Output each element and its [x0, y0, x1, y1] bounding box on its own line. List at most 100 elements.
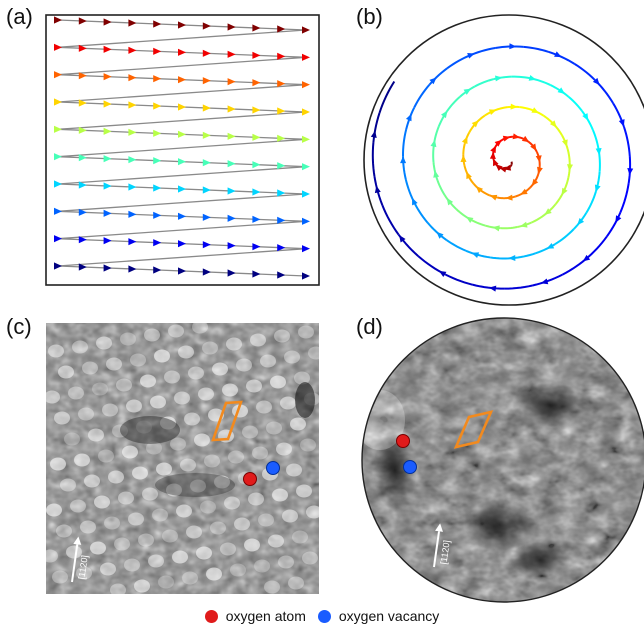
spiral-arrow	[540, 278, 549, 285]
atom-spot	[90, 541, 106, 555]
atom-spot	[82, 361, 98, 375]
atom-spot	[102, 403, 118, 417]
scan-arrow	[178, 76, 186, 84]
atom-spot	[180, 458, 196, 472]
scan-arrow	[78, 99, 87, 107]
atom-spot	[84, 474, 100, 488]
legend-item-oxygen-atom: oxygen atom	[204, 608, 306, 624]
atom-spot	[212, 362, 228, 376]
scan-arrow	[302, 108, 310, 116]
scan-arrow	[103, 264, 112, 272]
spiral-arrow	[465, 216, 474, 224]
scan-arrow	[54, 153, 62, 161]
atom-spot	[92, 382, 108, 396]
spiral-arrow	[557, 87, 565, 95]
atom-spot	[100, 562, 116, 576]
spiral-arrow	[460, 154, 467, 162]
atom-spot	[134, 579, 150, 593]
atom-spot	[182, 571, 198, 585]
spiral-segment	[446, 53, 472, 70]
scan-arrow	[78, 236, 87, 244]
scan-arrow	[202, 213, 211, 221]
retrace-line	[57, 111, 307, 130]
scan-arrow	[128, 19, 137, 27]
atom-spot	[144, 328, 160, 342]
spiral-segment	[584, 235, 608, 261]
scan-arrow	[153, 75, 162, 83]
scan-arrow	[252, 24, 261, 32]
legend-label-oxygen-atom: oxygen atom	[225, 608, 306, 624]
atom-spot	[116, 378, 132, 392]
atom-spot	[222, 383, 238, 397]
spiral-segment	[563, 177, 570, 191]
scan-arrow	[277, 134, 286, 142]
panel-label-d: (d)	[356, 314, 383, 339]
retrace-line	[57, 138, 307, 158]
scan-arrow	[54, 71, 62, 79]
scan-arrow	[153, 129, 162, 137]
stm-image-spiral: [1120]	[361, 317, 644, 603]
atom-spot	[192, 320, 208, 334]
spiral-segment	[530, 213, 547, 224]
scan-arrow	[54, 180, 62, 188]
atom-spot	[288, 576, 304, 590]
atom-spot	[146, 441, 162, 455]
atom-spot	[204, 454, 220, 468]
scan-arrow	[103, 182, 112, 190]
spiral-arrow	[510, 103, 518, 110]
scan-arrow	[227, 23, 236, 31]
spiral-arrow	[412, 197, 418, 206]
atom-spot	[254, 559, 270, 573]
spiral-arrow	[521, 135, 530, 143]
scan-arrow	[302, 190, 310, 198]
atom-spot	[270, 375, 286, 389]
scan-arrow	[302, 163, 310, 171]
spiral-arrow	[488, 109, 497, 116]
spiral-arrow	[489, 194, 498, 201]
spiral-segment	[471, 47, 496, 56]
atom-spot	[252, 446, 268, 460]
spiral-segment	[372, 112, 381, 143]
oxygen-atom-marker	[243, 472, 257, 486]
atom-spot	[162, 529, 178, 543]
atom-spot	[278, 555, 294, 569]
atom-spot	[160, 416, 176, 430]
atom-spot	[260, 354, 276, 368]
spiral-arrow	[627, 168, 634, 176]
oxygen-atom-marker	[396, 434, 410, 448]
atom-spot	[158, 575, 174, 589]
spiral-arrow	[475, 186, 484, 194]
spiral-segment	[509, 164, 513, 167]
atom-spot	[46, 503, 62, 517]
dark-region	[464, 499, 536, 551]
atom-spot	[156, 462, 172, 476]
spiral-arrow	[495, 75, 503, 82]
spiral-arrow	[489, 151, 496, 159]
spiral-arrow	[490, 145, 497, 154]
scan-arrow	[302, 81, 310, 89]
spiral-segment	[519, 106, 533, 112]
scan-arrow	[128, 74, 137, 82]
scan-arrow	[128, 156, 137, 164]
scan-arrow	[227, 78, 236, 86]
spiral-arrow	[615, 215, 622, 223]
scan-arrow	[153, 266, 162, 274]
spiral-arrow	[535, 155, 542, 163]
atom-spot	[124, 558, 140, 572]
spiral-arrow	[530, 143, 537, 152]
scan-arrow	[227, 50, 236, 58]
scan-arrow	[202, 77, 211, 85]
scan-arrow	[54, 235, 62, 243]
scan-arrow	[78, 181, 87, 189]
dark-region	[155, 473, 235, 497]
direction-label-c: [1120]	[77, 554, 90, 580]
scan-arrow	[153, 20, 162, 28]
dark-region	[510, 542, 570, 578]
spiral-arrow	[594, 184, 601, 193]
atom-spot	[170, 437, 186, 451]
scan-arrow	[103, 18, 112, 26]
spiral-arrow	[561, 187, 568, 196]
atom-spot	[140, 374, 156, 388]
scan-arrow	[202, 241, 211, 249]
spiral-arrow	[502, 135, 511, 142]
